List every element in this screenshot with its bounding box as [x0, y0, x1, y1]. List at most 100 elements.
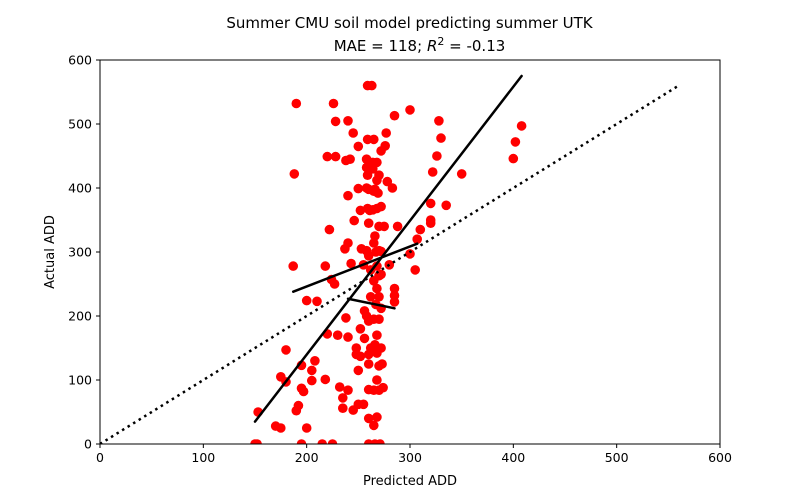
data-point [327, 439, 338, 444]
data-point [405, 105, 415, 115]
data-point [389, 297, 400, 307]
data-point [510, 137, 521, 147]
data-point [288, 261, 299, 271]
data-point [301, 295, 312, 306]
x-tick-label: 0 [96, 450, 104, 465]
data-point [322, 151, 333, 162]
data-point [389, 110, 400, 121]
y-tick-label: 200 [68, 309, 92, 324]
data-point [289, 169, 300, 179]
data-point [427, 167, 438, 177]
data-point [353, 365, 364, 376]
data-point [276, 423, 286, 433]
x-axis: 0 100 200 300 400 500 600 [96, 444, 732, 465]
data-point [369, 134, 379, 145]
chart-subtitle: MAE = 118; R2 = -0.13 [334, 35, 506, 55]
data-point [343, 116, 353, 126]
data-point [343, 190, 353, 201]
data-point [372, 412, 382, 422]
data-point [425, 198, 436, 209]
y-tick-label: 100 [68, 373, 92, 388]
data-point [374, 314, 384, 325]
y-axis-label: Actual ADD [43, 215, 58, 289]
y-axis: 0 100 200 300 400 500 600 [68, 53, 100, 452]
data-point [362, 170, 373, 180]
x-tick-label: 200 [295, 450, 319, 465]
data-point [508, 153, 519, 164]
data-point [370, 231, 380, 241]
data-point [392, 221, 403, 232]
data-point [358, 399, 369, 410]
data-point [373, 188, 383, 198]
data-point [355, 351, 366, 362]
data-point [381, 128, 392, 138]
data-point [432, 151, 442, 161]
data-point [301, 423, 312, 433]
data-point [382, 176, 393, 187]
y-tick-label: 300 [68, 245, 92, 260]
data-point [330, 151, 341, 162]
data-point [338, 393, 348, 403]
data-point [298, 386, 309, 397]
data-point [359, 333, 370, 344]
data-point [341, 313, 351, 323]
data-point [363, 251, 374, 261]
data-point [380, 141, 391, 151]
data-point [312, 296, 322, 307]
fit-line-2 [291, 242, 419, 293]
data-point [338, 403, 348, 414]
data-point [374, 292, 384, 302]
data-point [310, 356, 320, 366]
data-point [410, 265, 421, 275]
y-tick-label: 0 [84, 437, 92, 452]
data-point [415, 224, 426, 235]
data-point [372, 330, 382, 341]
data-point [434, 116, 444, 126]
data-point [324, 224, 335, 235]
data-point [348, 128, 359, 138]
data-point [376, 269, 386, 280]
data-point [363, 359, 374, 369]
data-point [374, 170, 384, 180]
data-point [367, 80, 377, 91]
data-point [334, 382, 345, 392]
data-point [317, 439, 327, 444]
data-point [320, 374, 331, 385]
data-point [307, 375, 317, 386]
data-point [387, 183, 398, 193]
data-point [363, 218, 374, 228]
data-point [369, 420, 379, 431]
y-tick-label: 600 [68, 53, 92, 68]
data-point [375, 439, 385, 444]
data-point [349, 215, 360, 226]
data-point [456, 169, 467, 179]
data-point [343, 332, 353, 342]
data-point [376, 343, 386, 353]
fit-line-3 [346, 297, 396, 310]
data-point [332, 330, 343, 341]
data-point [516, 121, 527, 131]
data-point [307, 365, 317, 376]
data-point [441, 200, 452, 211]
data-point [425, 215, 436, 225]
data-point [378, 382, 388, 393]
data-point [345, 154, 355, 164]
x-tick-label: 500 [605, 450, 629, 465]
data-point [405, 249, 415, 259]
data-point [281, 345, 291, 355]
data-point [372, 375, 382, 385]
data-point [293, 400, 304, 411]
data-point [379, 221, 390, 232]
chart-subtitle-exponent: 2 [437, 35, 444, 48]
data-point [355, 205, 366, 216]
data-point [412, 234, 423, 244]
x-tick-label: 300 [398, 450, 422, 465]
y-tick-label: 400 [68, 181, 92, 196]
data-point [291, 98, 302, 109]
data-point [329, 279, 340, 289]
chart-subtitle-r: R [427, 37, 437, 55]
x-tick-label: 100 [191, 450, 215, 465]
plot-area [100, 74, 680, 444]
x-tick-label: 400 [501, 450, 525, 465]
